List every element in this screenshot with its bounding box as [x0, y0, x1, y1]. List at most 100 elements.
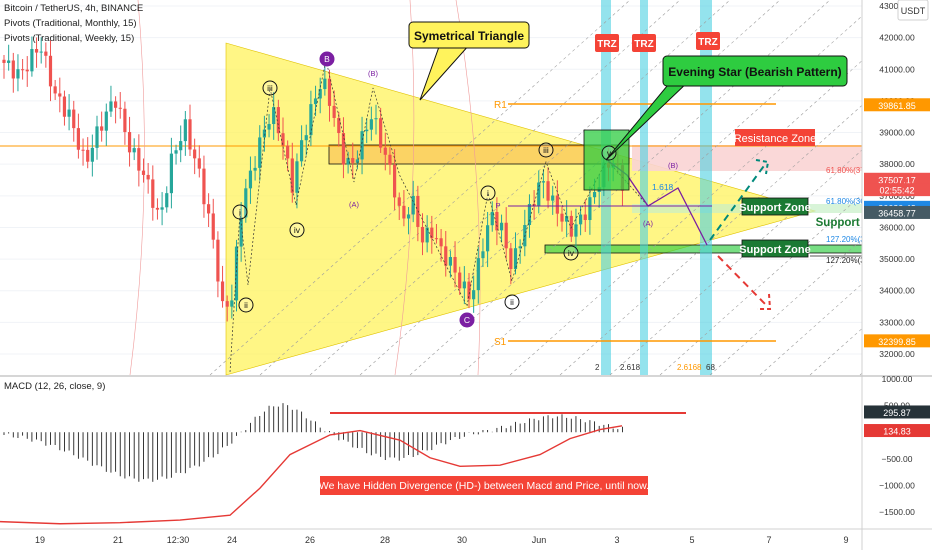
- candle-body: [225, 301, 229, 307]
- candle-body: [430, 227, 434, 239]
- candle-body: [462, 281, 466, 289]
- candle-body: [420, 226, 425, 243]
- candle-body: [104, 111, 108, 131]
- price-marker-box: [864, 334, 930, 348]
- price-tick-label: 33000.00: [879, 317, 915, 327]
- candle-body: [146, 174, 150, 180]
- resistance-zone-band: [632, 145, 862, 171]
- wave-label: iv: [294, 225, 301, 235]
- wave-small-label: (A): [349, 200, 360, 209]
- candle-body: [439, 238, 443, 247]
- time-tick-label: 26: [305, 535, 315, 545]
- candle-body: [118, 107, 122, 109]
- macd-marker-label: 134.83: [883, 427, 911, 437]
- wave-label: C: [464, 315, 470, 325]
- candle-body: [295, 161, 299, 193]
- price-marker-label: 39861.85: [878, 101, 916, 111]
- wave-label: ii: [244, 300, 248, 310]
- candle-body: [86, 149, 90, 162]
- candle-body: [448, 257, 452, 266]
- candle-body: [253, 167, 257, 171]
- candle-body: [272, 107, 276, 125]
- trz-badge-2-text: TRZ: [634, 39, 653, 50]
- time-axis-ticks: 19 21 12:30 24 26 28 30 Jun 3 5 7 9: [35, 535, 849, 545]
- candle-body: [588, 197, 592, 221]
- wave-small-label: (B): [368, 69, 379, 78]
- pivots-monthly-legend[interactable]: Pivots (Traditional, Monthly, 15): [4, 18, 137, 29]
- candle-body: [239, 217, 243, 247]
- time-tick-label: 3: [614, 535, 619, 545]
- candle-body: [504, 222, 508, 249]
- support-zone-label-box-3: [741, 239, 809, 258]
- candle-body: [155, 207, 160, 210]
- macd-tick-label: −1000.00: [879, 480, 915, 490]
- symbol-title[interactable]: Bitcoin / TetherUS, 4h, BINANCE: [4, 3, 144, 14]
- candle-body: [304, 135, 308, 141]
- elliott-wave-path-2: [466, 159, 708, 307]
- candle-body: [234, 246, 239, 301]
- candle-body: [327, 78, 332, 106]
- wave-circle: [563, 245, 579, 261]
- price-tick-label: 38000.00: [879, 159, 915, 169]
- time-tick-label: 28: [380, 535, 390, 545]
- candle-body: [579, 214, 583, 225]
- symmetrical-triangle: [225, 42, 817, 376]
- pivots-weekly-legend[interactable]: Pivots (Traditional, Weekly, 15): [4, 33, 135, 44]
- candle-body: [165, 193, 169, 208]
- wave-circle: [538, 142, 554, 158]
- price-tick-label: 35000.00: [879, 254, 915, 264]
- fib-label-2: 2: [595, 363, 600, 372]
- candle-body: [416, 195, 420, 227]
- candle-body: [374, 118, 378, 120]
- candle-body: [379, 118, 383, 148]
- candle-body: [276, 107, 280, 134]
- support-zone-label-3: Support Zone: [739, 244, 811, 256]
- candle-body: [160, 207, 164, 210]
- candle-body: [518, 246, 522, 249]
- wave-label: iii: [543, 145, 549, 155]
- candle-body: [365, 129, 369, 132]
- resistance-zone-label: Resistance Zone: [734, 133, 817, 145]
- candle-body: [318, 89, 322, 99]
- candle-body: [583, 214, 587, 221]
- candle-body: [48, 55, 53, 87]
- candle-body: [541, 181, 545, 183]
- currency-badge[interactable]: [897, 0, 929, 21]
- time-tick-label: 30: [457, 535, 467, 545]
- candle-body: [406, 214, 411, 219]
- candle-body: [565, 215, 569, 222]
- trz-badge-1: [595, 34, 619, 52]
- candle-body: [323, 78, 327, 90]
- candle-body: [467, 281, 471, 300]
- fib-label-61-8-a: 61.80%(37990.52): [826, 166, 892, 175]
- candle-body: [286, 145, 290, 159]
- price-marker-box: [864, 98, 930, 112]
- trz-badge-2: [632, 34, 656, 52]
- trz-badge-1-text: TRZ: [597, 39, 616, 50]
- candle-body: [393, 164, 397, 198]
- candle-body: [551, 195, 555, 201]
- price-axis-markers: 39861.8537507.1702:55:4236620.4236458.77…: [864, 98, 930, 348]
- time-tick-label: 7: [766, 535, 771, 545]
- candle-body: [193, 149, 197, 159]
- candle-body: [230, 300, 234, 307]
- time-tick-label: 21: [113, 535, 123, 545]
- candle-body: [216, 239, 220, 282]
- candle-body: [527, 204, 532, 226]
- candle-body: [21, 69, 25, 71]
- fib-label-68: 68: [706, 363, 715, 372]
- candle-body: [355, 159, 359, 163]
- trz-zone-2: [640, 0, 648, 375]
- candle-body: [546, 181, 550, 201]
- candle-body: [490, 211, 494, 226]
- candle-body: [290, 158, 294, 193]
- candle-body: [141, 170, 146, 175]
- macd-legend[interactable]: MACD (12, 26, close, 9): [4, 381, 106, 392]
- fib-label-127-a: 127.20%(35429.39): [826, 235, 897, 244]
- fib-label-2618: 2.618: [620, 363, 641, 372]
- triangle-callout: [408, 21, 530, 49]
- macd-axis-markers: 295.87 134.83: [864, 405, 930, 438]
- candle-body: [90, 147, 94, 162]
- candle-body: [39, 51, 43, 53]
